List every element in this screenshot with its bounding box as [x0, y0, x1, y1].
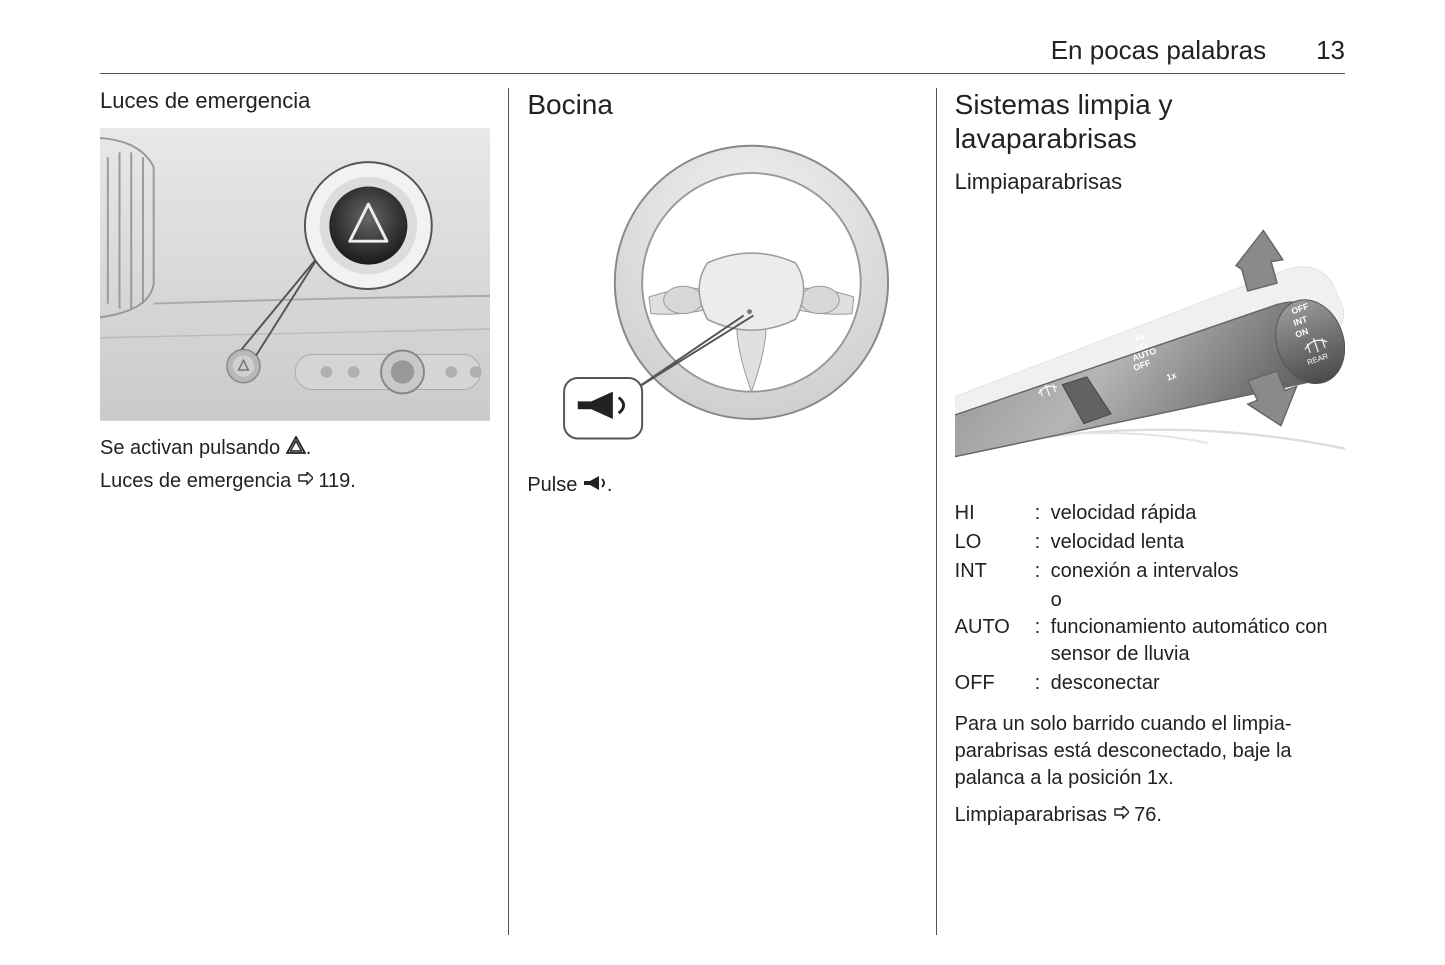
page-link-icon: [297, 469, 313, 496]
def-value: desconectar: [1051, 670, 1345, 697]
def-row: LO : velocidad lenta: [955, 529, 1345, 556]
text: .: [306, 437, 312, 459]
text: 119.: [313, 470, 356, 492]
def-colon: :: [1035, 500, 1051, 527]
def-label: OFF: [955, 670, 1035, 697]
page-link-icon: [1113, 803, 1129, 830]
header-page-number: 13: [1316, 35, 1345, 66]
def-row: INT : conexión a intervalos: [955, 558, 1345, 585]
heading-horn: Bocina: [527, 88, 917, 122]
heading-wipers: Sistemas limpia y lavaparabrisas: [955, 88, 1345, 155]
column-horn: Bocina: [508, 88, 935, 935]
header-section-title: En pocas palabras: [1051, 35, 1266, 66]
figure-hazard-dashboard: [100, 128, 490, 421]
def-colon: :: [1035, 670, 1051, 697]
text: .: [607, 474, 613, 496]
text: Se activan pulsando: [100, 437, 286, 459]
def-label: AUTO: [955, 614, 1035, 668]
horn-text-1: Pulse .: [527, 472, 917, 499]
def-value: conexión a intervalos: [1051, 558, 1345, 585]
def-row: OFF : desconectar: [955, 670, 1345, 697]
def-value: funcionamiento automático con sensor de …: [1051, 614, 1345, 668]
def-row: AUTO : funcionamiento automático con sen…: [955, 614, 1345, 668]
subheading-wipers: Limpiaparabrisas: [955, 169, 1345, 195]
page-columns: Luces de emergencia: [100, 88, 1345, 935]
def-colon: :: [1035, 529, 1051, 556]
horn-icon: [583, 472, 607, 499]
def-colon: :: [1035, 614, 1051, 668]
def-colon: :: [1035, 558, 1051, 585]
text: Limpiaparabrisas: [955, 804, 1113, 826]
figure-steering-wheel: [527, 136, 917, 458]
def-row: HI : velocidad rápida: [955, 500, 1345, 527]
hazard-text-2: Luces de emergencia 119.: [100, 468, 490, 495]
def-label: INT: [955, 558, 1035, 585]
page-header: En pocas palabras 13: [100, 34, 1345, 74]
text: 76.: [1129, 804, 1162, 826]
def-label: LO: [955, 529, 1035, 556]
column-hazard-lights: Luces de emergencia: [100, 88, 508, 935]
figure-wiper-stalk: HI LO AUTO OFF 1x OFF INT ON REAR: [955, 209, 1345, 482]
heading-hazard: Luces de emergencia: [100, 88, 490, 114]
def-value: velocidad lenta: [1051, 529, 1345, 556]
wiper-para-2: Limpiaparabrisas 76.: [955, 802, 1345, 829]
def-label: HI: [955, 500, 1035, 527]
text: Luces de emergencia: [100, 470, 297, 492]
hazard-text-1: Se activan pulsando .: [100, 435, 490, 462]
wiper-para-1: Para un solo barrido cuando el limpia­pa…: [955, 711, 1345, 792]
text: Pulse: [527, 474, 583, 496]
def-value: velocidad rápida: [1051, 500, 1345, 527]
column-wipers: Sistemas limpia y lavaparabrisas Limpiap…: [936, 88, 1345, 935]
hazard-triangle-icon: [286, 435, 306, 462]
def-or: o: [1051, 587, 1345, 614]
wiper-definitions: HI : velocidad rápida LO : velocidad len…: [955, 500, 1345, 697]
